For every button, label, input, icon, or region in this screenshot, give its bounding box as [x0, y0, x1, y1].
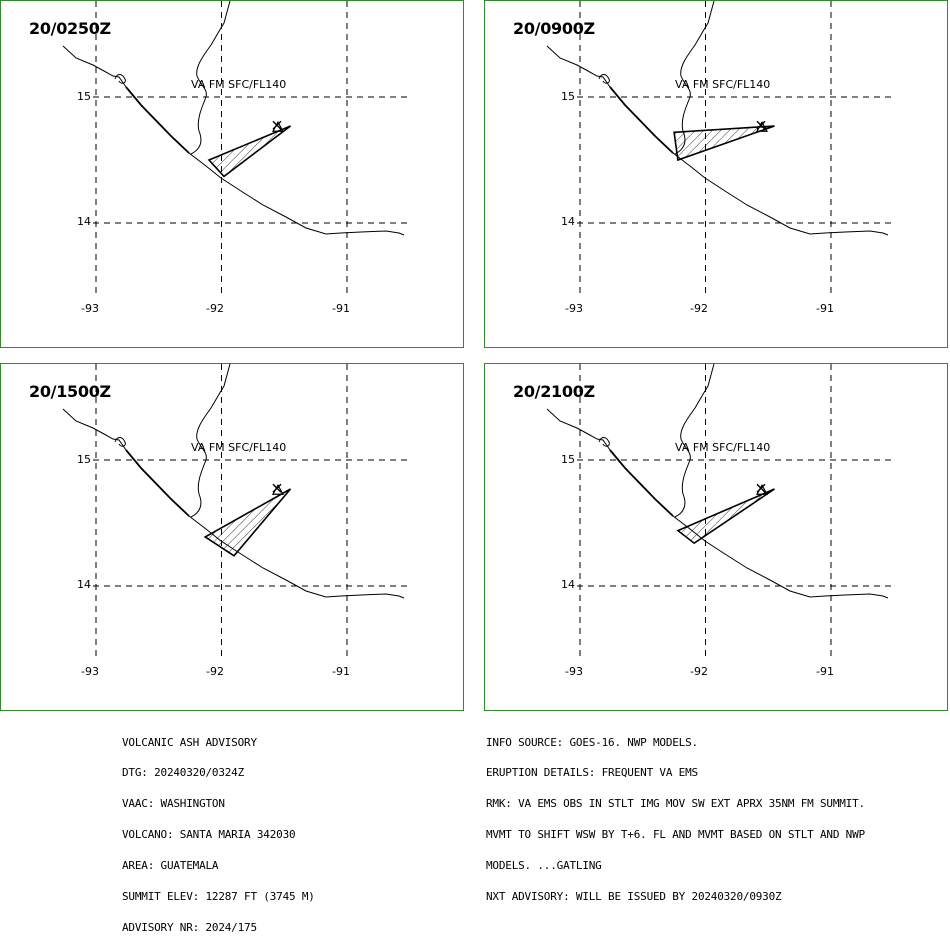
coastline [114, 74, 126, 84]
coastline [598, 437, 610, 447]
coastline [546, 408, 889, 599]
coastline [114, 437, 126, 447]
country-border [190, 364, 231, 518]
lon-tick-label: -91 [816, 302, 834, 315]
country-border [190, 1, 231, 155]
ash-cloud-polygon [673, 125, 775, 162]
advisory-line: ERUPTION DETAILS: FREQUENT VA EMS [486, 766, 698, 780]
advisory-line: MVMT TO SHIFT WSW BY T+6. FL AND MVMT BA… [486, 828, 865, 842]
coastline [125, 86, 190, 154]
panel-time-label: 20/0250Z [29, 19, 111, 38]
ash-layer-label: VA FM SFC/FL140 [675, 78, 771, 91]
map-panel-1: 20/0250Z VA FM SFC/FL140 15 14 -93 -92 -… [0, 0, 464, 348]
advisory-line: RMK: VA EMS OBS IN STLT IMG MOV SW EXT A… [486, 797, 865, 811]
map-panel-2: 20/0900Z VA FM SFC/FL140 15 14 -93 -92 -… [484, 0, 948, 348]
ash-layer-label: VA FM SFC/FL140 [675, 441, 771, 454]
volcano-triangle-icon [755, 120, 768, 132]
lon-tick-label: -91 [332, 665, 350, 678]
advisory-remarks-text: INFO SOURCE: GOES-16. NWP MODELS. ERUPTI… [486, 717, 865, 913]
coastline [546, 45, 889, 236]
lat-tick-label: 15 [77, 90, 91, 103]
map-canvas [62, 364, 411, 656]
lat-tick-label: 15 [561, 453, 575, 466]
advisory-line: VAAC: WASHINGTON [122, 797, 225, 811]
advisory-line: VOLCANO: SANTA MARIA 342030 [122, 828, 296, 842]
volcano-triangle-icon [755, 483, 768, 495]
coastline [609, 449, 674, 517]
advisory-line: SUMMIT ELEV: 12287 FT (3745 M) [122, 890, 315, 904]
coastline [125, 449, 190, 517]
lat-tick-label: 14 [561, 578, 575, 591]
panel-time-label: 20/0900Z [513, 19, 595, 38]
coastline [609, 86, 674, 154]
advisory-line: VOLCANIC ASH ADVISORY [122, 735, 257, 749]
ash-layer-label: VA FM SFC/FL140 [191, 78, 287, 91]
lat-tick-label: 15 [561, 90, 575, 103]
lon-tick-label: -92 [690, 302, 708, 315]
advisory-line: MODELS. ...GATLING [486, 859, 602, 873]
coastline [62, 408, 405, 599]
ash-cloud-polygon [207, 125, 291, 178]
ash-cloud-polygon [203, 488, 292, 557]
volcano-triangle-icon [271, 120, 284, 132]
panel-time-label: 20/1500Z [29, 382, 111, 401]
lon-tick-label: -93 [81, 302, 99, 315]
advisory-line: ADVISORY NR: 2024/175 [122, 920, 257, 934]
advisory-line: AREA: GUATEMALA [122, 859, 219, 873]
coastline [62, 45, 405, 236]
map-canvas [62, 1, 411, 293]
map-canvas [546, 364, 895, 656]
ash-layer-label: VA FM SFC/FL140 [191, 441, 287, 454]
lon-tick-label: -91 [816, 665, 834, 678]
panel-time-label: 20/2100Z [513, 382, 595, 401]
lon-tick-label: -93 [565, 302, 583, 315]
advisory-line: DTG: 20240320/0324Z [122, 766, 245, 780]
lon-tick-label: -92 [690, 665, 708, 678]
lat-tick-label: 15 [77, 453, 91, 466]
map-panel-3: 20/1500Z VA FM SFC/FL140 15 14 -93 -92 -… [0, 363, 464, 711]
lat-tick-label: 14 [561, 215, 575, 228]
lat-tick-label: 14 [77, 215, 91, 228]
map-panel-4: 20/2100Z VA FM SFC/FL140 15 14 -93 -92 -… [484, 363, 948, 711]
country-border [674, 364, 715, 518]
map-canvas [546, 1, 895, 293]
lon-tick-label: -93 [81, 665, 99, 678]
lon-tick-label: -91 [332, 302, 350, 315]
advisory-header-text: VOLCANIC ASH ADVISORY DTG: 20240320/0324… [122, 717, 315, 944]
volcano-triangle-icon [271, 483, 284, 495]
ash-cloud-polygon [676, 488, 775, 545]
advisory-line: NXT ADVISORY: WILL BE ISSUED BY 20240320… [486, 890, 782, 904]
advisory-line: INFO SOURCE: GOES-16. NWP MODELS. [486, 735, 698, 749]
lat-tick-label: 14 [77, 578, 91, 591]
lon-tick-label: -92 [206, 665, 224, 678]
lon-tick-label: -92 [206, 302, 224, 315]
coastline [598, 74, 610, 84]
lon-tick-label: -93 [565, 665, 583, 678]
